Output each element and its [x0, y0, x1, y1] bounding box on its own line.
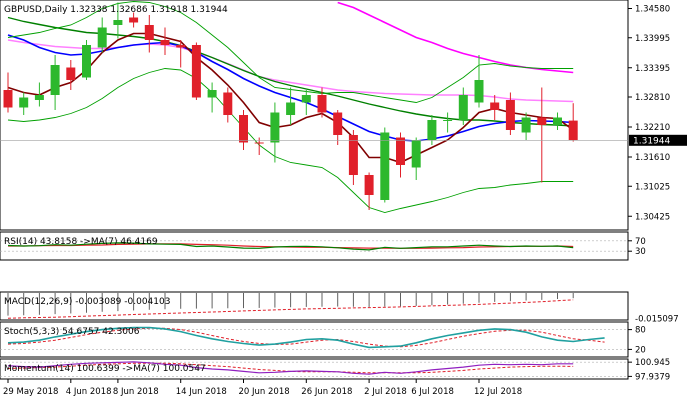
price-axis: 1.34580 1.33995 1.33395 1.32810 1.32210 1.316… [628, 5, 670, 222]
candle-body [348, 135, 358, 175]
candle-body [568, 120, 578, 141]
price-tick-label: 1.33995 [635, 34, 670, 44]
macd-indicator: -0.015097 [7, 293, 679, 324]
date-tick-label: 12 Jul 2018 [474, 387, 522, 397]
stochastic-indicator: 80 20 [0, 326, 646, 355]
candle-body [270, 112, 280, 143]
candle-body [411, 140, 421, 168]
candle-body [427, 120, 437, 140]
candle-body [490, 102, 500, 110]
candle-body [129, 17, 139, 23]
date-tick-label: 14 Jun 2018 [176, 387, 227, 397]
rsi-tick-label: 70 [635, 237, 646, 247]
momentum-tick-label: 97.9379 [635, 372, 670, 382]
candle-body [19, 97, 29, 108]
indicator-line-6 [7, 68, 574, 213]
candle-body [66, 67, 76, 80]
rsi-line [7, 242, 574, 251]
candle-body [537, 117, 547, 125]
momentum-line [7, 361, 574, 375]
candle-body [113, 20, 123, 25]
candle-body [50, 65, 60, 95]
candle-body [443, 120, 453, 121]
date-axis: 29 May 2018 4 Jun 2018 8 Jun 2018 14 Jun 20… [3, 379, 522, 397]
rsi-tick-label: 30 [635, 247, 646, 257]
macd-signal-line [7, 299, 574, 319]
price-tick-label: 1.33395 [635, 64, 670, 74]
candle-body [191, 45, 201, 98]
date-tick-label: 26 Jun 2018 [301, 387, 352, 397]
candle-body [317, 95, 327, 113]
candle-body [333, 112, 343, 135]
candle-body [34, 95, 44, 100]
candle-body [286, 102, 296, 115]
indicator-line-0 [337, 1, 574, 74]
momentum-ma-line [7, 362, 574, 374]
candle-body [207, 90, 217, 98]
date-tick-label: 29 May 2018 [3, 387, 58, 397]
momentum-tick-label: 100.945 [635, 358, 670, 368]
price-tick-label: 1.30425 [635, 212, 670, 222]
candle-body [521, 117, 531, 133]
candle-body [380, 132, 390, 200]
date-tick-label: 8 Jun 2018 [113, 387, 159, 397]
candle-body [396, 137, 405, 165]
candle-body [474, 80, 484, 103]
candle-body [176, 45, 186, 48]
date-tick-label: 4 Jun 2018 [66, 387, 112, 397]
candle-body [82, 45, 91, 78]
rsi-label: RSI(14) 43.8158 ->MA(7) 46.4169 [4, 237, 158, 247]
candle-body [160, 40, 170, 45]
macd-label: MACD(12,26,9) -0.003089 -0.004103 [4, 297, 170, 307]
candle-body [505, 100, 515, 130]
momentum-label: Momentum(14) 100.6399 ->MA(7) 100.0547 [4, 364, 206, 374]
candle-body [364, 175, 374, 195]
candle-body [3, 90, 13, 108]
candle-body [144, 25, 154, 40]
stoch-k-line [7, 326, 605, 349]
momentum-indicator: 100.945 97.9379 [0, 358, 670, 382]
chart-title: GBPUSD,Daily 1.32338 1.32686 1.31918 1.3… [4, 5, 228, 15]
candle-body [239, 115, 248, 143]
stoch-label: Stoch(5,3,3) 54.6757 42.3006 [4, 327, 140, 337]
price-tick-label: 1.31610 [635, 153, 670, 163]
stoch-tick-label: 20 [635, 345, 646, 355]
price-tick-label: 1.32210 [635, 123, 670, 133]
date-tick-label: 2 Jul 2018 [364, 387, 407, 397]
current-price-marker [629, 134, 687, 146]
stoch-d-line [7, 327, 605, 348]
candle-body [223, 92, 233, 115]
price-tick-label: 1.31025 [635, 182, 670, 192]
candle-body [553, 117, 562, 125]
macd-tick-label: -0.015097 [635, 314, 679, 324]
date-tick-label: 20 Jun 2018 [239, 387, 290, 397]
candle-body [458, 95, 468, 120]
stoch-tick-label: 80 [635, 326, 646, 336]
price-tick-label: 1.34580 [635, 5, 670, 15]
candlesticks [3, 2, 578, 210]
date-tick-label: 6 Jul 2018 [411, 387, 454, 397]
candle-body [254, 142, 264, 144]
candle-body [301, 95, 311, 103]
candle-body [97, 27, 107, 48]
current-price-label: 1.31944 [633, 137, 670, 147]
price-tick-label: 1.32810 [635, 93, 670, 103]
